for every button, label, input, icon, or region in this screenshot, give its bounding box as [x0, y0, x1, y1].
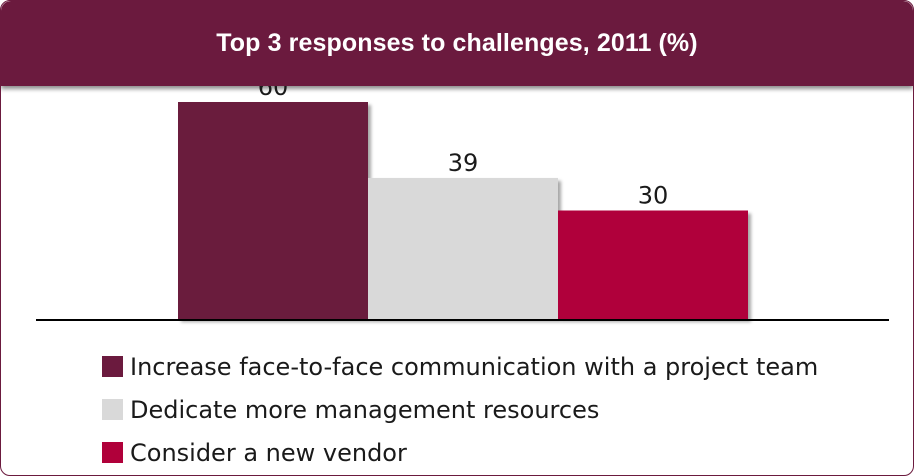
legend-swatch	[102, 356, 123, 377]
bar	[178, 102, 368, 319]
chart-header: Top 3 responses to challenges, 2011 (%)	[1, 1, 913, 86]
legend-item: Increase face-to-face communication with…	[102, 345, 818, 388]
chart-legend: Increase face-to-face communication with…	[102, 345, 818, 474]
legend-label: Dedicate more management resources	[130, 395, 600, 424]
legend-label: Increase face-to-face communication with…	[130, 352, 819, 381]
bar-data-label: 39	[448, 149, 479, 177]
bar-data-label: 30	[638, 182, 669, 210]
legend-item: Consider a new vendor	[102, 431, 818, 474]
legend-label: Consider a new vendor	[130, 438, 407, 467]
bar-data-label: 60	[258, 86, 289, 101]
bar	[558, 210, 748, 319]
bar	[368, 177, 558, 319]
legend-item: Dedicate more management resources	[102, 388, 818, 431]
legend-swatch	[102, 399, 123, 420]
chart-title: Top 3 responses to challenges, 2011 (%)	[216, 29, 698, 57]
legend-swatch	[102, 442, 123, 463]
bar-chart: 60 39 30	[36, 86, 889, 321]
